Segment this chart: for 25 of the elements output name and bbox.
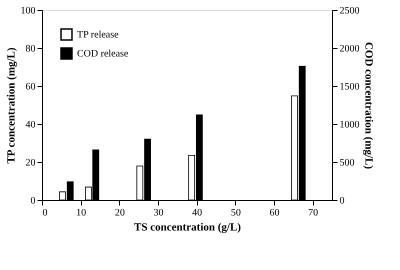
x-tick-label: 50: [230, 208, 241, 218]
y2-tick-label: 500: [340, 158, 354, 168]
y-tick-label: 80: [26, 44, 36, 54]
legend-label: COD release: [77, 48, 129, 60]
y-axis-title: TP concentration (mg/L): [6, 47, 18, 164]
y2-axis-title: COD concentration (mg/L): [362, 42, 374, 170]
x-tick-label: 20: [114, 208, 125, 218]
x-tick-label: 70: [308, 208, 318, 218]
y2-tick-label: 1000: [340, 120, 360, 130]
x-tick-label: 30: [154, 208, 164, 218]
x-tick-label: 40: [192, 208, 202, 218]
y2-tick-label: 0: [340, 196, 344, 206]
x-tick-label: 60: [270, 208, 280, 218]
y2-tick-label: 1500: [340, 82, 360, 92]
x-tick-label: 10: [76, 208, 86, 218]
y2-tick-label: 2000: [340, 44, 360, 54]
y-tick-label: 100: [20, 6, 36, 16]
y-tick-label: 40: [26, 120, 36, 130]
x-axis-title: TS concentration (g/L): [134, 222, 242, 234]
legend-label: TP release: [77, 30, 120, 40]
y2-tick-label: 2500: [340, 6, 360, 16]
y-tick-label: 0: [30, 196, 36, 206]
y-tick-label: 60: [26, 82, 36, 92]
y-tick-label: 20: [26, 158, 36, 168]
x-tick-label: 0: [42, 208, 48, 218]
